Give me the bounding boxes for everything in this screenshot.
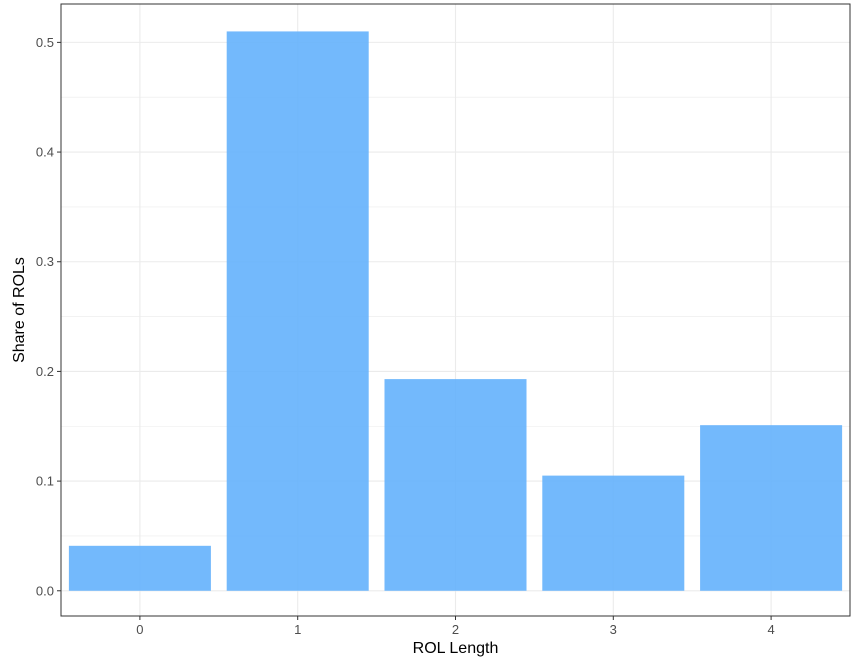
bar-4 [700, 425, 843, 591]
x-tick-label: 2 [452, 622, 459, 637]
y-tick-label: 0.0 [36, 583, 54, 598]
bars [68, 31, 843, 591]
bar-0 [68, 545, 211, 591]
y-tick-label: 0.1 [36, 474, 54, 489]
x-tick-label: 4 [767, 622, 774, 637]
y-tick-label: 0.5 [36, 35, 54, 50]
x-axis-title: ROL Length [413, 640, 499, 657]
y-tick-label: 0.4 [36, 145, 54, 160]
bar-1 [226, 31, 369, 591]
axes: 0.0 0.1 0.2 0.3 0.4 0.5 0 1 2 3 4 [36, 35, 775, 637]
y-tick-label: 0.3 [36, 254, 54, 269]
x-tick-label: 3 [610, 622, 617, 637]
y-axis-title: Share of ROLs [11, 257, 28, 363]
x-tick-label: 1 [294, 622, 301, 637]
y-tick-label: 0.2 [36, 364, 54, 379]
bar-2 [384, 379, 527, 591]
x-tick-label: 0 [136, 622, 143, 637]
bar-3 [542, 475, 685, 591]
